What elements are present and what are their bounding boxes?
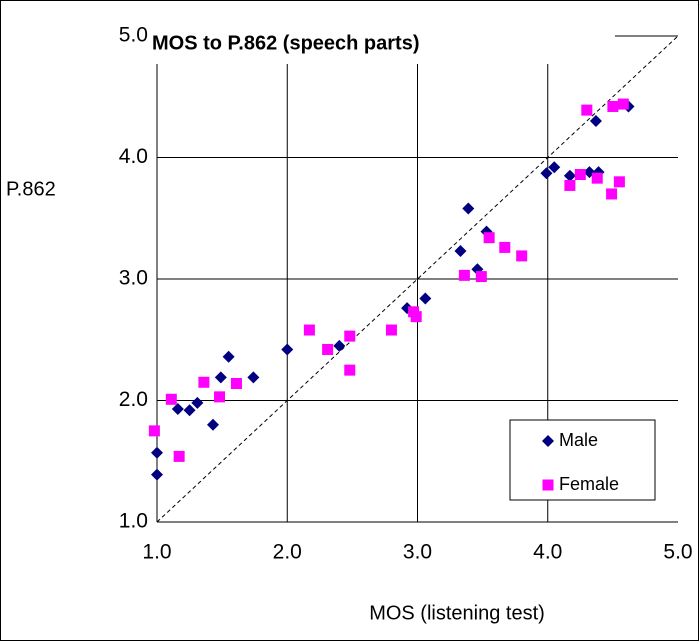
- y-axis-label: P.862: [6, 178, 56, 200]
- marker: [606, 188, 618, 200]
- marker: [607, 100, 619, 112]
- marker: [581, 104, 593, 116]
- marker: [165, 393, 177, 405]
- marker: [419, 292, 432, 305]
- marker: [191, 396, 204, 409]
- marker: [563, 169, 576, 182]
- x-tick-label: 2.0: [273, 541, 302, 564]
- x-tick-label: 4.0: [533, 541, 562, 564]
- marker: [173, 450, 185, 462]
- marker: [462, 202, 475, 215]
- x-tick-label: 3.0: [403, 541, 432, 564]
- marker: [458, 269, 470, 281]
- marker: [151, 446, 163, 459]
- marker: [617, 98, 629, 110]
- legend: Male Female: [509, 419, 656, 501]
- marker: [198, 376, 210, 388]
- marker: [247, 371, 260, 384]
- x-tick-label: 1.0: [142, 541, 171, 564]
- marker: [322, 343, 334, 355]
- grid: [156, 35, 679, 523]
- marker: [207, 418, 220, 431]
- legend-box: [509, 419, 656, 501]
- marker: [214, 391, 226, 403]
- marker: [589, 115, 602, 128]
- marker: [385, 324, 397, 336]
- x-tick-label: 5.0: [663, 541, 692, 564]
- marker: [454, 245, 467, 258]
- y-tick-label: 3.0: [119, 267, 148, 290]
- legend-label: Female: [559, 474, 619, 494]
- marker: [613, 176, 625, 188]
- chart-title: MOS to P.862 (speech parts): [152, 32, 420, 54]
- y-tick-label: 2.0: [119, 388, 148, 411]
- marker: [344, 364, 356, 376]
- marker: [540, 167, 553, 180]
- marker: [548, 161, 561, 174]
- marker: [516, 250, 528, 262]
- y-tick-label: 4.0: [119, 145, 148, 168]
- marker: [475, 271, 487, 283]
- marker: [151, 468, 163, 481]
- marker: [230, 377, 242, 389]
- marker: [564, 179, 576, 191]
- marker: [574, 169, 586, 181]
- marker: [183, 404, 196, 417]
- plot-marks: [148, 98, 635, 481]
- marker: [303, 324, 315, 336]
- marker: [333, 339, 346, 352]
- marker: [171, 403, 184, 416]
- marker: [344, 330, 356, 342]
- legend-marker: [542, 435, 554, 447]
- marker: [222, 350, 235, 363]
- marker: [591, 172, 603, 184]
- legend-marker: [542, 479, 554, 491]
- marker: [281, 343, 294, 356]
- marker: [214, 371, 227, 384]
- marker: [410, 311, 422, 323]
- x-axis-label: MOS (listening test): [369, 602, 545, 624]
- y-tick-label: 5.0: [119, 24, 148, 47]
- legend-label: Male: [559, 430, 598, 450]
- y-tick-label: 1.0: [119, 510, 148, 533]
- marker: [148, 425, 160, 437]
- marker: [483, 232, 495, 244]
- marker: [499, 241, 511, 253]
